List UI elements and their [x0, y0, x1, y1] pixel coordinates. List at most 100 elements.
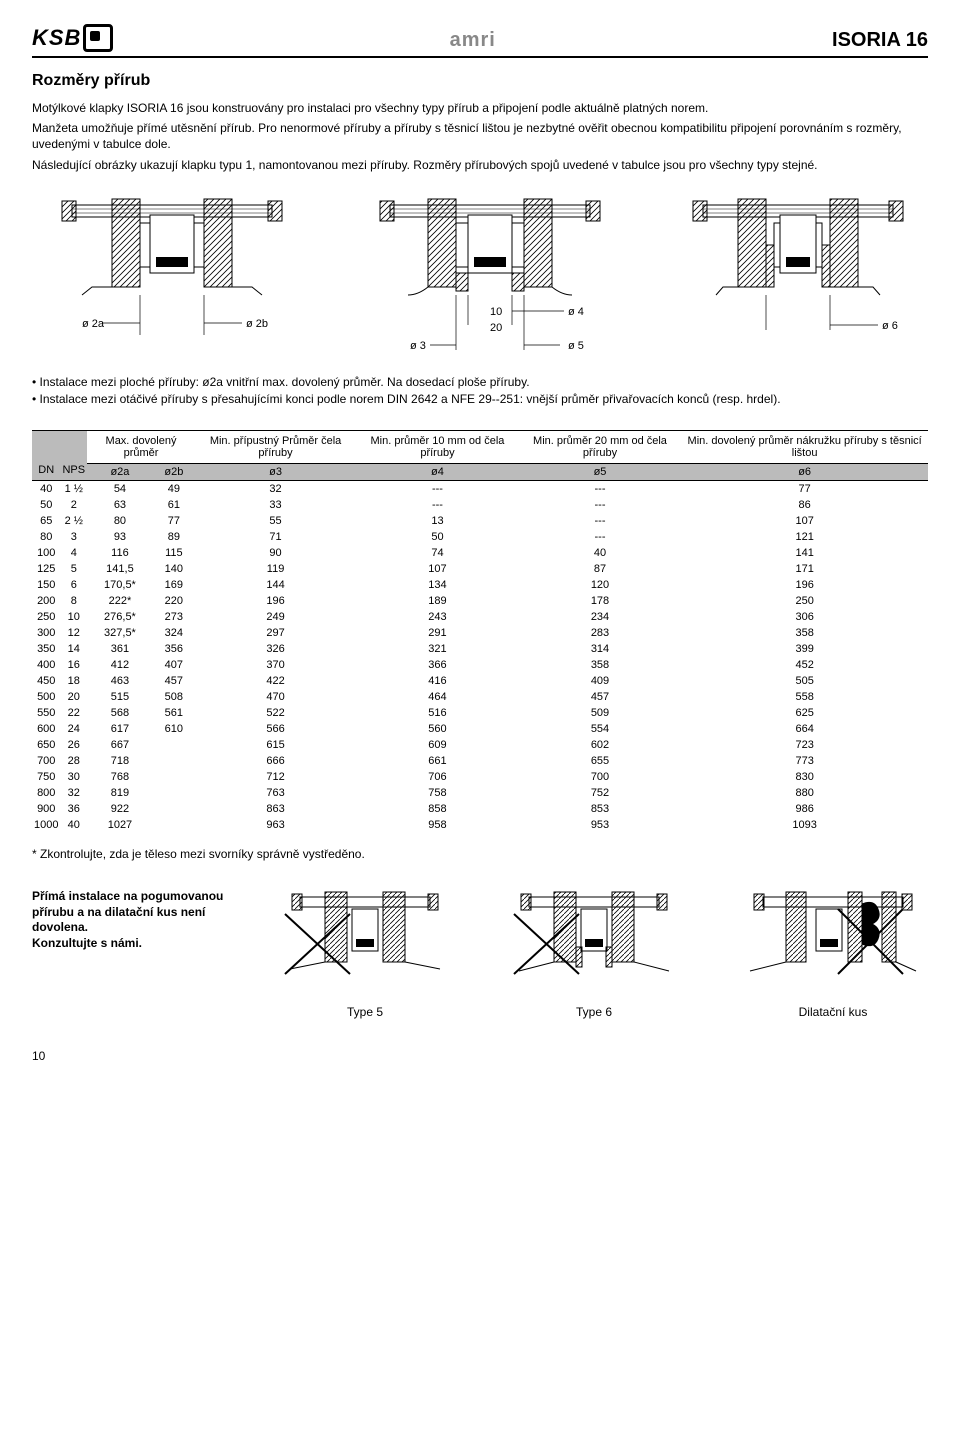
table-cell: 24 — [60, 721, 87, 737]
table-cell: 90 — [195, 545, 356, 561]
table-row: 1255141,514011910787171 — [32, 561, 928, 577]
table-cell: --- — [519, 529, 682, 545]
table-row: 75030768712706700830 — [32, 769, 928, 785]
th-min-collar: Min. dovolený průměr nákružku příruby s … — [681, 430, 928, 463]
table-footnote: * Zkontrolujte, zda je těleso mezi svorn… — [32, 847, 928, 861]
bottom-text-2: Konzultujte s námi. — [32, 936, 142, 950]
logo-box-icon — [83, 24, 113, 52]
table-row: 652 ½80775513---107 — [32, 513, 928, 529]
diagram-raised-face: ø 3 10 20 ø 4 ø 5 — [340, 195, 640, 365]
table-row: 30012327,5*324297291283358 — [32, 625, 928, 641]
table-cell: 610 — [153, 721, 195, 737]
table-cell: 71 — [195, 529, 356, 545]
table-cell: 366 — [356, 657, 519, 673]
table-cell: 900 — [32, 801, 60, 817]
table-cell: 3 — [60, 529, 87, 545]
table-cell: 409 — [519, 673, 682, 689]
table-cell: 1000 — [32, 817, 60, 833]
table-cell: 560 — [356, 721, 519, 737]
table-cell: 963 — [195, 817, 356, 833]
th-max-allowed: Max. dovolený průměr — [87, 430, 195, 463]
table-cell: 750 — [32, 769, 60, 785]
label-d6: ø 6 — [882, 320, 898, 332]
table-cell: 457 — [153, 673, 195, 689]
th-d2b: ø2b — [153, 463, 195, 480]
table-body: 401 ½544932------77502636133------86652 … — [32, 480, 928, 833]
flange-diagrams: ø 2a ø 2b ø 3 10 20 ø 4 — [32, 195, 928, 365]
table-cell: 249 — [195, 609, 356, 625]
table-cell: 300 — [32, 625, 60, 641]
table-row: 60024617610566560554664 — [32, 721, 928, 737]
table-cell: 452 — [681, 657, 928, 673]
table-cell: 422 — [195, 673, 356, 689]
table-cell: 100 — [32, 545, 60, 561]
table-cell: 222* — [87, 593, 153, 609]
table-cell: 196 — [681, 577, 928, 593]
table-cell: 858 — [356, 801, 519, 817]
bottom-figures: Type 5 Type 6 — [280, 889, 928, 1019]
table-cell: 32 — [60, 785, 87, 801]
table-cell: 115 — [153, 545, 195, 561]
label-d3: ø 3 — [410, 340, 426, 352]
table-cell: 74 — [356, 545, 519, 561]
table-cell: 1093 — [681, 817, 928, 833]
table-cell: 712 — [195, 769, 356, 785]
table-cell: 5 — [60, 561, 87, 577]
table-cell: 141,5 — [87, 561, 153, 577]
table-cell: 49 — [153, 480, 195, 497]
table-cell: 169 — [153, 577, 195, 593]
table-cell: 55 — [195, 513, 356, 529]
table-cell: 140 — [153, 561, 195, 577]
table-cell: 356 — [153, 641, 195, 657]
th-d4: ø4 — [356, 463, 519, 480]
logo-left: KSB — [32, 24, 113, 52]
table-row: 65026667615609602723 — [32, 737, 928, 753]
table-row: 1506170,5*169144134120196 — [32, 577, 928, 593]
table-cell: 464 — [356, 689, 519, 705]
table-cell: 700 — [32, 753, 60, 769]
table-cell: 273 — [153, 609, 195, 625]
table-cell: 457 — [519, 689, 682, 705]
table-cell: 80 — [87, 513, 153, 529]
table-cell: 6 — [60, 577, 87, 593]
table-cell: 116 — [87, 545, 153, 561]
table-cell: 283 — [519, 625, 682, 641]
bottom-text-1: Přímá instalace na pogumovanou přírubu a… — [32, 889, 223, 934]
bullet-2: • Instalace mezi otáčivé příruby s přesa… — [32, 392, 928, 408]
table-cell: 830 — [681, 769, 928, 785]
th-nps: NPS — [60, 430, 87, 480]
table-row: 2008222*220196189178250 — [32, 593, 928, 609]
label-10: 10 — [490, 306, 502, 318]
table-cell — [153, 801, 195, 817]
table-cell: 77 — [153, 513, 195, 529]
table-cell: 358 — [681, 625, 928, 641]
table-row: 401 ½544932------77 — [32, 480, 928, 497]
table-cell: 89 — [153, 529, 195, 545]
fig-type6-label: Type 6 — [509, 1005, 679, 1019]
table-row: 80032819763758752880 — [32, 785, 928, 801]
table-cell: 50 — [32, 497, 60, 513]
table-cell — [153, 785, 195, 801]
logo-text-ksb: KSB — [32, 25, 81, 51]
page-number: 10 — [32, 1049, 928, 1063]
diagram-lip-flange: ø 6 — [668, 195, 928, 355]
table-cell: 18 — [60, 673, 87, 689]
table-cell: 14 — [60, 641, 87, 657]
table-row: 35014361356326321314399 — [32, 641, 928, 657]
table-cell: 2 — [60, 497, 87, 513]
table-cell — [153, 753, 195, 769]
table-cell: --- — [519, 480, 682, 497]
bottom-warning: Přímá instalace na pogumovanou přírubu a… — [32, 889, 262, 951]
table-cell: 723 — [681, 737, 928, 753]
table-cell: 86 — [681, 497, 928, 513]
table-cell: 22 — [60, 705, 87, 721]
table-cell: 550 — [32, 705, 60, 721]
table-cell: 77 — [681, 480, 928, 497]
table-cell: 33 — [195, 497, 356, 513]
table-cell: 189 — [356, 593, 519, 609]
table-cell: 50 — [356, 529, 519, 545]
table-cell: 706 — [356, 769, 519, 785]
logo-mid-amri: amri — [450, 29, 496, 52]
table-cell: 566 — [195, 721, 356, 737]
table-cell: 144 — [195, 577, 356, 593]
